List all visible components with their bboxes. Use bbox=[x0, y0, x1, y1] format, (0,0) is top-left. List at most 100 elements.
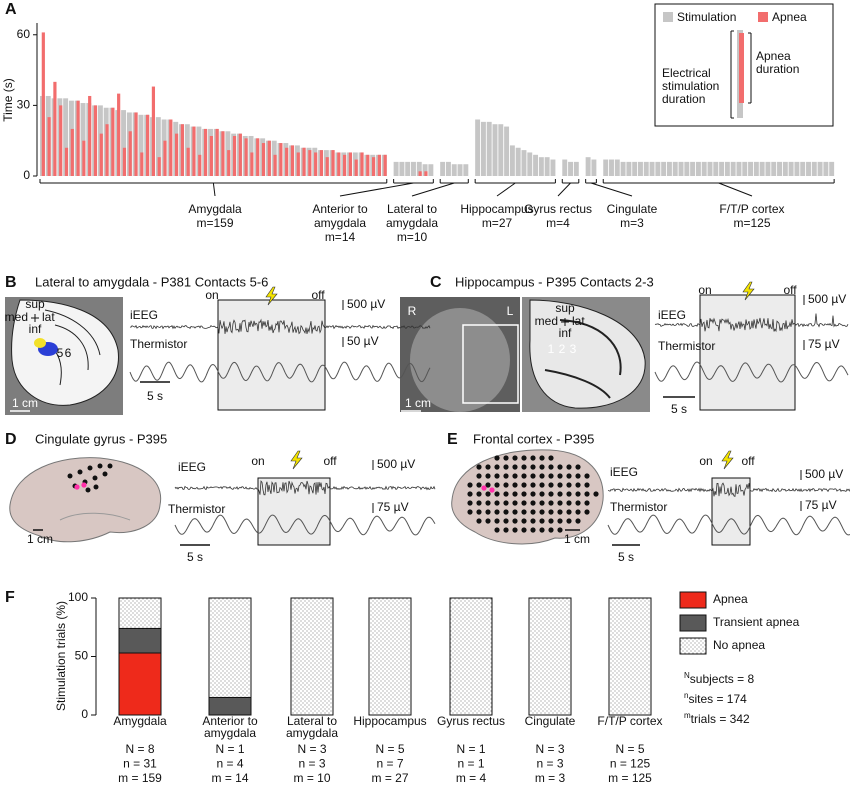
thermistor-trace bbox=[607, 514, 850, 536]
apnea-bar bbox=[331, 150, 335, 176]
legend-swatch bbox=[679, 591, 707, 609]
electrode bbox=[77, 469, 83, 475]
electrode bbox=[107, 463, 113, 469]
stimulation-label: off bbox=[783, 283, 797, 297]
stimulation-bar bbox=[742, 161, 748, 176]
electrode bbox=[521, 500, 527, 506]
stimulation-bar bbox=[428, 164, 434, 176]
stimulation-bar bbox=[823, 161, 829, 176]
brain-render-e bbox=[451, 449, 604, 545]
electrode bbox=[548, 491, 554, 497]
apnea-bar bbox=[302, 147, 306, 176]
electrode bbox=[476, 473, 482, 479]
stimulated-contact bbox=[489, 487, 495, 493]
stimulation-icon bbox=[742, 281, 755, 301]
electrode bbox=[521, 455, 527, 461]
stacked-bar-segment bbox=[118, 597, 162, 629]
count-label: N = 1 bbox=[456, 742, 485, 756]
electrode bbox=[539, 455, 545, 461]
stimulation-bar bbox=[666, 161, 672, 176]
electrode bbox=[494, 527, 500, 533]
note-text: subjects = 8 bbox=[690, 672, 755, 686]
apnea-bar bbox=[256, 138, 260, 176]
time-scale-label: 5 s bbox=[671, 402, 687, 416]
electrode bbox=[485, 518, 491, 524]
x-tick-label: amygdala bbox=[286, 726, 338, 740]
stimulation-label: on bbox=[699, 454, 712, 468]
stimulation-label: off bbox=[311, 288, 325, 302]
apnea-bar bbox=[186, 147, 190, 176]
electrode bbox=[521, 473, 527, 479]
apnea-bar bbox=[232, 135, 237, 176]
count-label: N = 5 bbox=[375, 742, 404, 756]
group-bracket bbox=[496, 182, 516, 197]
stimulation-bar bbox=[690, 161, 696, 176]
legend-swatch bbox=[679, 614, 707, 632]
contact-label: 3 bbox=[570, 342, 577, 356]
stimulation-bar bbox=[736, 161, 742, 176]
stimulation-bar bbox=[678, 161, 684, 176]
group-label: amygdala bbox=[386, 216, 438, 230]
apnea-bar bbox=[198, 154, 202, 176]
anatomy-scale-label: 1 cm bbox=[12, 396, 38, 410]
electrode bbox=[557, 464, 563, 470]
note-superscript: m bbox=[684, 711, 691, 720]
stimulation-bar bbox=[138, 114, 144, 176]
electrode bbox=[584, 491, 590, 497]
y-tick-label: 0 bbox=[23, 168, 30, 182]
electrode bbox=[557, 509, 563, 515]
electrode bbox=[566, 473, 572, 479]
x-tick-label: F/T/P cortex bbox=[597, 714, 662, 728]
ieeg-trace bbox=[607, 482, 850, 498]
electrode bbox=[521, 482, 527, 488]
stimulation-bar bbox=[701, 161, 707, 176]
electrode bbox=[512, 482, 518, 488]
count-label: m = 14 bbox=[211, 771, 248, 785]
electrode bbox=[521, 491, 527, 497]
y-tick-label: 0 bbox=[81, 707, 88, 721]
electrode bbox=[476, 482, 482, 488]
stimulation-label: on bbox=[698, 283, 711, 297]
electrode bbox=[494, 473, 500, 479]
stimulation-bar bbox=[457, 164, 463, 176]
panel-letter: E bbox=[447, 431, 458, 448]
stimulation-bar bbox=[475, 119, 481, 176]
electrode bbox=[575, 491, 581, 497]
electrode bbox=[557, 518, 563, 524]
electrode bbox=[584, 473, 590, 479]
stimulation-bar bbox=[544, 157, 550, 176]
apnea-bar bbox=[377, 154, 381, 176]
apnea-bar bbox=[59, 105, 63, 176]
summary-note: Nsubjects = 8 bbox=[684, 671, 754, 686]
apnea-bar bbox=[203, 128, 208, 176]
group-count: m=27 bbox=[482, 216, 513, 230]
electrode bbox=[530, 482, 536, 488]
stimulation-bar bbox=[620, 161, 626, 176]
apnea-bar bbox=[366, 154, 370, 176]
stimulated-contact bbox=[481, 485, 487, 491]
electrode bbox=[548, 509, 554, 515]
stacked-bar-segment bbox=[118, 627, 162, 654]
electrode bbox=[539, 491, 545, 497]
legend-annotation: Apnea bbox=[756, 49, 791, 63]
electrode bbox=[530, 473, 536, 479]
group-label: Lateral to bbox=[387, 202, 437, 216]
group-count: m=14 bbox=[325, 230, 356, 244]
electrode bbox=[503, 500, 509, 506]
electrode bbox=[92, 475, 98, 481]
stimulation-bar bbox=[393, 161, 399, 176]
orientation-label: lat bbox=[42, 310, 55, 324]
electrode bbox=[494, 509, 500, 515]
apnea-bar bbox=[383, 154, 387, 176]
apnea-bar bbox=[157, 157, 161, 176]
stimulation-icon bbox=[721, 450, 734, 470]
electrode bbox=[548, 500, 554, 506]
stimulation-bar bbox=[724, 161, 730, 176]
apnea-bar bbox=[343, 154, 347, 176]
apnea-bar bbox=[354, 159, 358, 176]
apnea-bar bbox=[215, 128, 219, 176]
electrode bbox=[485, 473, 491, 479]
thermistor-trace bbox=[174, 514, 436, 536]
y-tick-label: 50 bbox=[75, 649, 89, 663]
count-label: m = 159 bbox=[118, 771, 162, 785]
